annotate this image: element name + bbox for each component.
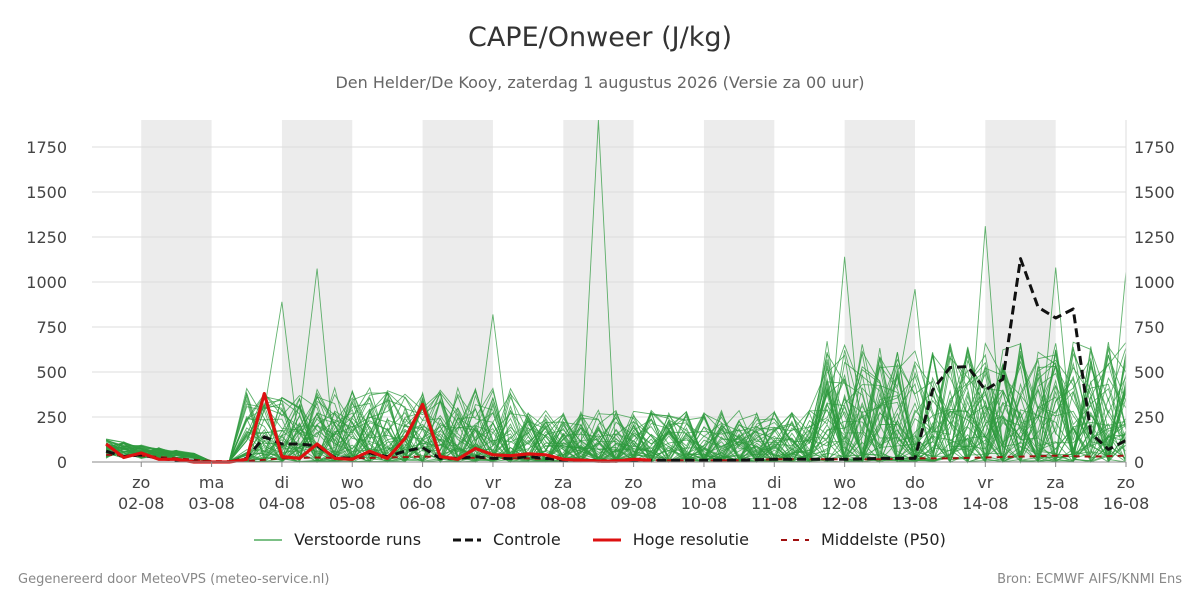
x-tick-weekday-09-08: zo	[625, 473, 643, 492]
legend-high-res-label: Hoge resolutie	[632, 530, 749, 549]
legend-high-res-swatch	[592, 538, 621, 541]
x-tick-weekday-07-08: vr	[485, 473, 501, 492]
chart-subtitle: Den Helder/De Kooy, zaterdag 1 augustus …	[335, 73, 865, 92]
x-tick-weekday-05-08: wo	[341, 473, 364, 492]
x-tick-weekday-14-08: vr	[977, 473, 993, 492]
legend-median-label: Middelste (P50)	[820, 530, 946, 549]
x-tick-date-09-08: 09-08	[610, 494, 657, 513]
ensemble-member-30	[105, 343, 1127, 463]
x-tick-weekday-08-08: za	[554, 473, 572, 492]
x-tick-date-08-08: 08-08	[540, 494, 587, 513]
legend-ensemble-label: Verstoorde runs	[294, 530, 422, 549]
x-tick-date-12-08: 12-08	[821, 494, 868, 513]
x-tick-date-14-08: 14-08	[962, 494, 1009, 513]
y-tick-right-1250: 1250	[1134, 228, 1175, 247]
x-tick-date-07-08: 07-08	[470, 494, 517, 513]
legend-control: Controle	[453, 530, 561, 549]
x-tick-date-15-08: 15-08	[1032, 494, 1079, 513]
chart-title: CAPE/Onweer (J/kg)	[467, 22, 732, 53]
ensemble-member-26	[105, 359, 1127, 464]
x-tick-weekday-11-08: di	[767, 473, 782, 492]
y-tick-left-1750: 1750	[26, 138, 67, 157]
y-tick-right-500: 500	[1134, 363, 1165, 382]
x-tick-weekday-13-08: do	[905, 473, 925, 492]
x-tick-date-02-08: 02-08	[118, 494, 165, 513]
legend-control-swatch	[453, 538, 482, 541]
x-tick-date-06-08: 06-08	[399, 494, 446, 513]
legend-high-res: Hoge resolutie	[592, 530, 749, 549]
axes	[92, 120, 1127, 467]
weekend-band-0	[141, 120, 212, 462]
tick-labels: 0 0 250 250 500 500 750 750 1000 1000 1250 1250 1500…	[26, 138, 1174, 513]
x-tick-date-05-08: 05-08	[329, 494, 376, 513]
y-tick-left-750: 750	[36, 318, 67, 337]
y-tick-left-250: 250	[36, 408, 67, 427]
footer-generated-by: Gegenereerd door MeteoVPS (meteo-service…	[18, 572, 330, 587]
x-tick-date-10-08: 10-08	[681, 494, 728, 513]
series-controle	[105, 257, 1127, 464]
ensemble-member-34	[105, 348, 1127, 463]
footer-source: Bron: ECMWF AIFS/KNMI Ens	[997, 572, 1182, 587]
y-tick-left-500: 500	[36, 363, 67, 382]
x-tick-date-11-08: 11-08	[751, 494, 798, 513]
weekend-band-3	[563, 120, 634, 462]
x-tick-weekday-04-08: di	[275, 473, 290, 492]
x-tick-weekday-15-08: za	[1047, 473, 1065, 492]
y-tick-right-1750: 1750	[1134, 138, 1175, 157]
legend-median-swatch	[780, 538, 809, 541]
ensemble-member-40	[106, 346, 1127, 463]
ensemble-member-48	[105, 352, 1127, 463]
x-tick-weekday-03-08: ma	[199, 473, 224, 492]
y-tick-right-750: 750	[1134, 318, 1165, 337]
x-tick-weekday-02-08: zo	[132, 473, 150, 492]
legend-ensemble-swatch	[254, 538, 283, 541]
x-tick-weekday-10-08: ma	[691, 473, 716, 492]
weekend-band-4	[703, 120, 775, 462]
y-tick-right-1500: 1500	[1134, 183, 1175, 202]
y-tick-left-0: 0	[57, 453, 67, 472]
y-tick-left-1250: 1250	[26, 228, 67, 247]
x-tick-date-13-08: 13-08	[892, 494, 939, 513]
legend: Verstoorde runs Controle Hoge resolutie …	[0, 530, 1200, 549]
x-tick-weekday-06-08: do	[413, 473, 433, 492]
y-tick-right-0: 0	[1134, 453, 1144, 472]
x-tick-date-03-08: 03-08	[188, 494, 235, 513]
x-tick-weekday-16-08: zo	[1117, 473, 1135, 492]
legend-control-label: Controle	[493, 530, 561, 549]
ensemble-member-36	[105, 345, 1127, 463]
x-tick-weekday-12-08: wo	[833, 473, 856, 492]
y-tick-right-250: 250	[1134, 408, 1165, 427]
x-tick-date-04-08: 04-08	[259, 494, 306, 513]
y-tick-right-1000: 1000	[1134, 273, 1175, 292]
y-tick-left-1500: 1500	[26, 183, 67, 202]
legend-ensemble: Verstoorde runs	[254, 530, 421, 549]
x-tick-date-16-08: 16-08	[1103, 494, 1150, 513]
legend-median: Middelste (P50)	[780, 530, 946, 549]
y-tick-left-1000: 1000	[26, 273, 67, 292]
